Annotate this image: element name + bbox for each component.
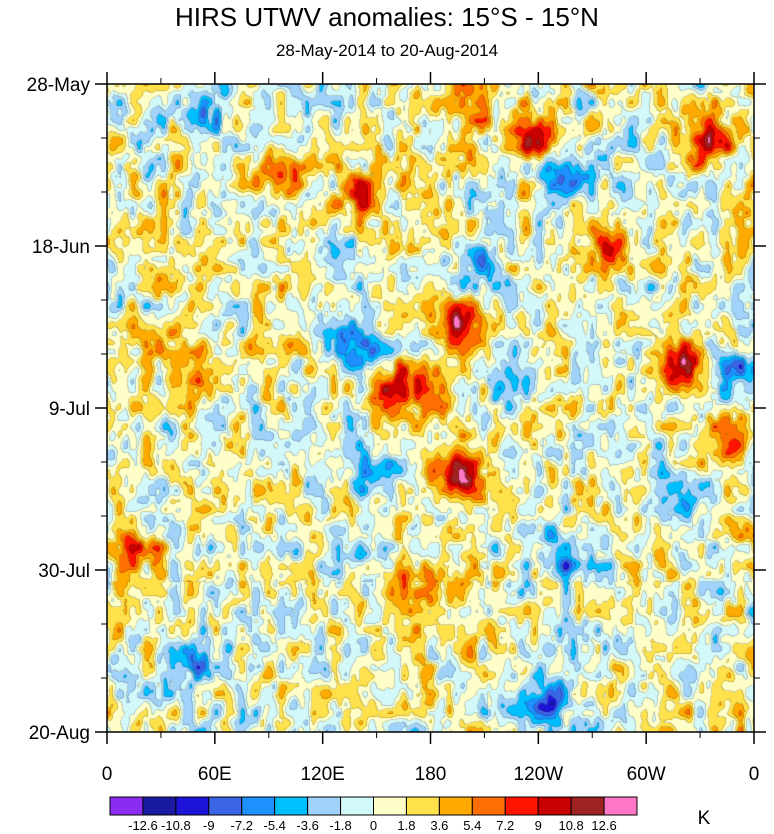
colorbar-swatch — [471, 796, 506, 816]
colorbar-swatch — [603, 796, 638, 816]
colorbar-swatch — [274, 796, 309, 816]
plot-area — [106, 83, 755, 733]
colorbar-swatch — [109, 796, 144, 816]
y-tick-label: 20-Aug — [29, 723, 90, 744]
colorbar-swatch — [307, 796, 342, 816]
x-tick-label: 0 — [102, 764, 113, 785]
x-tick-label: 120E — [300, 764, 344, 785]
colorbar-swatch — [570, 796, 605, 816]
colorbar-label: 3.6 — [430, 818, 448, 833]
colorbar-label: 9 — [535, 818, 542, 833]
colorbar-label: 0 — [370, 818, 377, 833]
chart-title: HIRS UTWV anomalies: 15°S - 15°N — [175, 2, 599, 32]
colorbar-swatch — [373, 796, 407, 816]
colorbar-label: -5.4 — [263, 818, 285, 833]
colorbar-swatch — [504, 796, 539, 816]
y-axis: 28-May 18-Jun 9-Jul 30-Jul 20-Aug — [27, 75, 766, 744]
colorbar-label: 5.4 — [463, 818, 481, 833]
heatmap-field — [107, 84, 754, 732]
x-tick-label: 180 — [415, 764, 447, 785]
colorbar-swatch — [438, 796, 473, 816]
colorbar-swatch — [142, 796, 177, 816]
colorbar-label: 1.8 — [397, 818, 415, 833]
y-tick-label: 9-Jul — [49, 399, 90, 420]
x-tick-label: 60W — [627, 764, 666, 785]
colorbar-swatch — [405, 796, 440, 816]
y-tick-label: 18-Jun — [32, 237, 90, 258]
colorbar-swatch — [241, 796, 276, 816]
x-axis: 0 60E 120E 180 120W 60W 0 — [102, 72, 760, 785]
colorbar-swatch — [175, 796, 210, 816]
colorbar-label: -10.8 — [161, 818, 191, 833]
x-tick-label: 120W — [514, 764, 564, 785]
colorbar-label: -9 — [203, 818, 215, 833]
colorbar-label: -12.6 — [128, 818, 158, 833]
colorbar-swatch — [537, 796, 572, 816]
colorbar-swatch — [208, 796, 243, 816]
colorbar-label: 12.6 — [591, 818, 616, 833]
x-tick-label: 0 — [749, 764, 760, 785]
y-tick-label: 30-Jul — [38, 561, 90, 582]
y-tick-label: 28-May — [27, 75, 91, 96]
colorbar-label: -7.2 — [231, 818, 253, 833]
colorbar-label: 10.8 — [558, 818, 583, 833]
colorbar-label: -3.6 — [296, 818, 318, 833]
colorbar: -12.6 -10.8 -9 -7.2 -5.4 -3.6 -1.8 0 1.8 3.6 5.4 7.… — [109, 796, 711, 833]
chart-subtitle: 28-May-2014 to 20-Aug-2014 — [275, 41, 499, 60]
colorbar-label: 7.2 — [496, 818, 514, 833]
colorbar-swatch — [340, 796, 374, 816]
x-tick-label: 60E — [198, 764, 232, 785]
colorbar-units: K — [698, 808, 711, 829]
colorbar-label: -1.8 — [329, 818, 351, 833]
